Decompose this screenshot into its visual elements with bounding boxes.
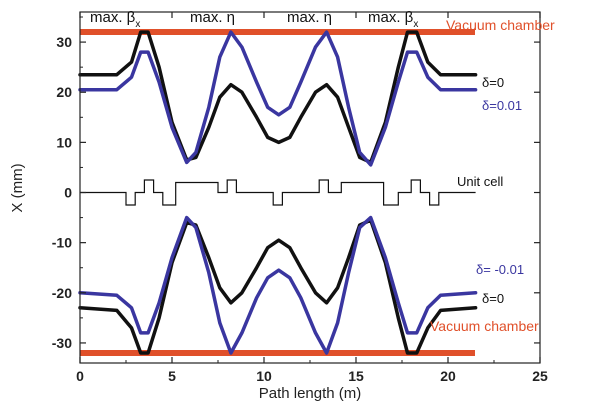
legend-lower-delta-m001: δ= -0.01 — [476, 262, 524, 277]
y-tick-label-4: -10 — [52, 235, 72, 251]
beta-subscript-left: x — [135, 19, 140, 30]
legend-upper-delta-0: δ=0 — [482, 75, 504, 90]
axes: 0 5 10 15 20 25 30 20 10 0 -10 -20 -30 — [52, 11, 548, 384]
y-tick-label-5: -20 — [52, 285, 72, 301]
y-tick-label-6: -30 — [52, 335, 72, 351]
y-tick-label-1: 20 — [56, 84, 72, 100]
legend-upper-delta-001: δ=0.01 — [482, 98, 522, 113]
annotation-max-beta-left: max. βx — [90, 9, 140, 30]
annotation-max-beta-right: max. βx — [368, 9, 418, 30]
x-tick-label-4: 20 — [440, 368, 456, 384]
x-tick-label-5: 25 — [532, 368, 548, 384]
legend-lower-delta-0: δ=0 — [482, 291, 504, 306]
series-line-2 — [78, 218, 478, 355]
x-tick-label-1: 5 — [168, 368, 176, 384]
x-tick-label-3: 15 — [348, 368, 364, 384]
y-axis-title: X (mm) — [9, 163, 26, 212]
unit-cell-label: Unit cell — [457, 174, 503, 189]
x-tick-label-2: 10 — [256, 368, 272, 384]
unit-cell-lattice — [80, 179, 476, 206]
y-tick-label-2: 10 — [56, 134, 72, 150]
series-line-0 — [78, 30, 478, 165]
beta-subscript-right: x — [413, 19, 418, 30]
y-tick-label-3: 0 — [64, 185, 72, 201]
series-line-3 — [78, 215, 478, 355]
x-tick-label-0: 0 — [76, 368, 84, 384]
series-line-1 — [78, 30, 478, 167]
x-axis-title: Path length (m) — [259, 385, 362, 402]
annotation-max-eta-1: max. η — [190, 9, 235, 26]
annotation-max-eta-2: max. η — [287, 9, 332, 26]
y-tick-label-0: 30 — [56, 34, 72, 50]
vacuum-chamber-label-upper: Vacuum chamber — [446, 17, 555, 33]
plot-area — [78, 29, 478, 356]
vacuum-chamber-label-lower: Vacuum chamber — [430, 318, 539, 334]
